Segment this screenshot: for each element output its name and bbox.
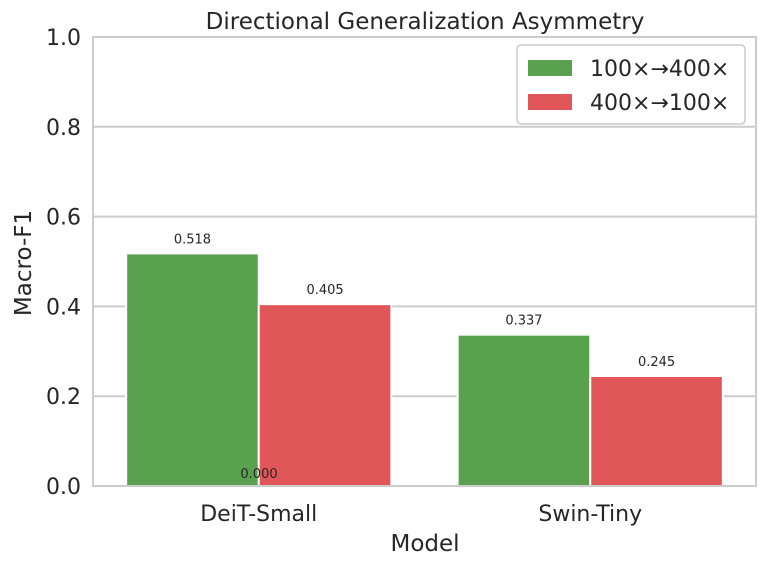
y-tick-label: 0.4 xyxy=(46,295,81,320)
y-tick-label: 0.6 xyxy=(46,206,81,231)
bar-value-label: 0.245 xyxy=(638,355,675,370)
bar xyxy=(456,333,592,488)
legend: 100×→400× 400×→100× xyxy=(516,44,746,125)
legend-label: 400×→100× xyxy=(590,91,729,116)
bar xyxy=(257,303,393,487)
y-axis-label: Macro-F1 xyxy=(11,210,37,316)
bar-value-label: 0.337 xyxy=(505,314,542,329)
zero-value-annotation: 0.000 xyxy=(240,467,277,482)
y-tick-label: 0.8 xyxy=(46,116,81,141)
chart-title: Directional Generalization Asymmetry xyxy=(206,9,645,35)
y-tick-label: 1.0 xyxy=(46,26,81,51)
bar-value-labels: 0.518 0.405 0.337 0.245 xyxy=(174,232,675,370)
y-tick-label: 0.0 xyxy=(46,475,81,500)
bar-value-label: 0.405 xyxy=(306,283,343,298)
legend-label: 100×→400× xyxy=(590,57,729,82)
x-axis-ticks: DeiT-Small Swin-Tiny xyxy=(200,502,642,527)
y-axis-ticks: 0.0 0.2 0.4 0.6 0.8 1.0 xyxy=(46,26,81,500)
bar-value-label: 0.518 xyxy=(174,232,211,247)
plot-frame xyxy=(92,36,757,487)
legend-box xyxy=(516,44,746,125)
legend-swatch xyxy=(528,94,572,110)
legend-swatch xyxy=(528,60,572,76)
x-axis-label: Model xyxy=(390,531,459,557)
bars xyxy=(125,252,724,488)
x-tick-label: DeiT-Small xyxy=(200,502,317,527)
x-tick-label: Swin-Tiny xyxy=(538,502,642,527)
bar xyxy=(589,374,724,487)
bar xyxy=(125,252,260,487)
y-tick-label: 0.2 xyxy=(46,385,81,410)
